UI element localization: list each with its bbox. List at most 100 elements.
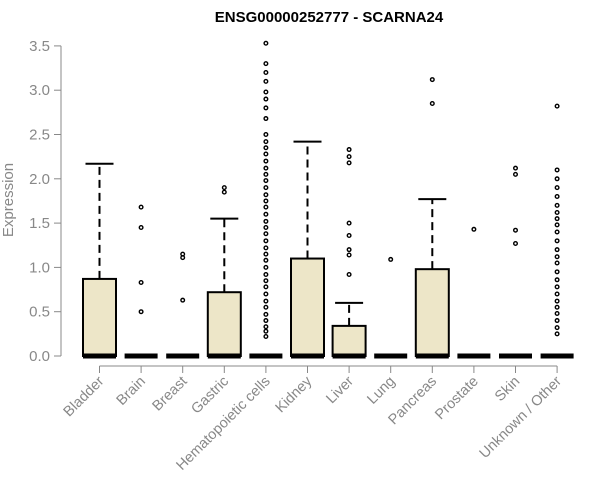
outlier-point	[263, 131, 269, 137]
outlier-point	[138, 204, 144, 210]
outlier-point	[263, 145, 269, 151]
outlier-point	[554, 291, 560, 297]
outlier-point	[263, 291, 269, 297]
box-body	[206, 291, 242, 358]
y-tick-label: 2.5	[29, 127, 50, 144]
outlier-point	[554, 284, 560, 290]
outlier-point	[513, 240, 519, 246]
outlier-point	[554, 318, 560, 324]
box-kidney	[290, 140, 325, 359]
outlier-point	[554, 277, 560, 283]
outlier-point	[263, 105, 269, 111]
outlier-point	[263, 139, 269, 145]
outlier-point	[180, 251, 186, 257]
outlier-point	[554, 254, 560, 260]
outlier-point	[263, 311, 269, 317]
outlier-point	[221, 185, 227, 191]
box-brain	[124, 204, 158, 359]
y-tick-label: 3.0	[29, 82, 50, 99]
box-body	[331, 324, 367, 358]
x-tick-label: Breast	[150, 374, 191, 415]
y-tick-label: 1.5	[29, 215, 50, 232]
y-axis-label: Expression	[0, 163, 17, 237]
outlier-point	[346, 247, 352, 253]
outlier-point	[263, 304, 269, 310]
outlier-point	[263, 238, 269, 244]
box-body	[414, 268, 450, 357]
box-bladder	[82, 162, 117, 359]
y-tick-label: 0.0	[29, 348, 50, 365]
y-tick-label: 1.0	[29, 259, 50, 276]
outlier-point	[554, 176, 560, 182]
y-tick-label: 2.0	[29, 171, 50, 188]
x-tick-label: Liver	[323, 373, 357, 407]
outlier-point	[180, 297, 186, 303]
x-tick-label: Lung	[364, 374, 398, 408]
outlier-point	[263, 78, 269, 84]
y-tick-label: 3.5	[29, 38, 50, 55]
outlier-point	[554, 209, 560, 215]
outlier-point	[554, 304, 560, 310]
outlier-point	[263, 298, 269, 304]
outlier-point	[263, 334, 269, 340]
outlier-point	[429, 77, 435, 83]
outlier-point	[138, 225, 144, 231]
outlier-point	[263, 151, 269, 157]
outlier-point	[263, 178, 269, 184]
outlier-point	[263, 185, 269, 191]
outlier-point	[346, 233, 352, 239]
outlier-point	[263, 251, 269, 257]
x-tick-label: Bladder	[61, 373, 108, 420]
outlier-point	[513, 165, 519, 171]
y-tick-label: 0.5	[29, 304, 50, 321]
outlier-point	[346, 147, 352, 153]
outlier-point	[554, 238, 560, 244]
outlier-point	[263, 271, 269, 277]
outlier-point	[263, 61, 269, 67]
chart-title: ENSG00000252777 - SCARNA24	[215, 9, 444, 26]
outlier-point	[263, 198, 269, 204]
x-tick-label: Kidney	[273, 373, 316, 416]
outlier-point	[263, 218, 269, 224]
outlier-point	[554, 331, 560, 337]
outlier-point	[554, 325, 560, 331]
box-liver	[331, 147, 367, 359]
outlier-point	[263, 165, 269, 171]
outlier-point	[554, 216, 560, 222]
outlier-point	[554, 167, 560, 173]
box-pancreas	[414, 77, 450, 359]
box-breast	[166, 251, 200, 359]
outlier-point	[554, 222, 560, 228]
outlier-point	[346, 252, 352, 258]
outlier-point	[263, 245, 269, 251]
outlier-point	[346, 154, 352, 160]
outlier-point	[554, 185, 560, 191]
box-gastric	[206, 185, 242, 359]
outlier-point	[263, 318, 269, 324]
outlier-point	[554, 310, 560, 316]
outlier-point	[263, 89, 269, 95]
outlier-point	[263, 328, 269, 334]
outlier-point	[138, 279, 144, 285]
outlier-point	[263, 225, 269, 231]
outlier-point	[346, 160, 352, 166]
outlier-point	[263, 158, 269, 164]
box-hematopoietic-cells	[249, 40, 283, 359]
outlier-point	[263, 231, 269, 237]
box-skin	[499, 165, 532, 359]
outlier-point	[346, 220, 352, 226]
outlier-point	[263, 324, 269, 330]
outlier-point	[221, 189, 227, 195]
x-tick-label: Skin	[492, 374, 523, 405]
outlier-point	[263, 116, 269, 122]
outlier-point	[138, 309, 144, 315]
outlier-point	[263, 171, 269, 177]
outlier-point	[554, 298, 560, 304]
outlier-point	[554, 194, 560, 200]
box-lung	[374, 256, 408, 359]
outlier-point	[429, 100, 435, 106]
x-tick-label: Prostate	[432, 374, 481, 423]
box-body	[82, 277, 117, 357]
outlier-point	[263, 257, 269, 263]
